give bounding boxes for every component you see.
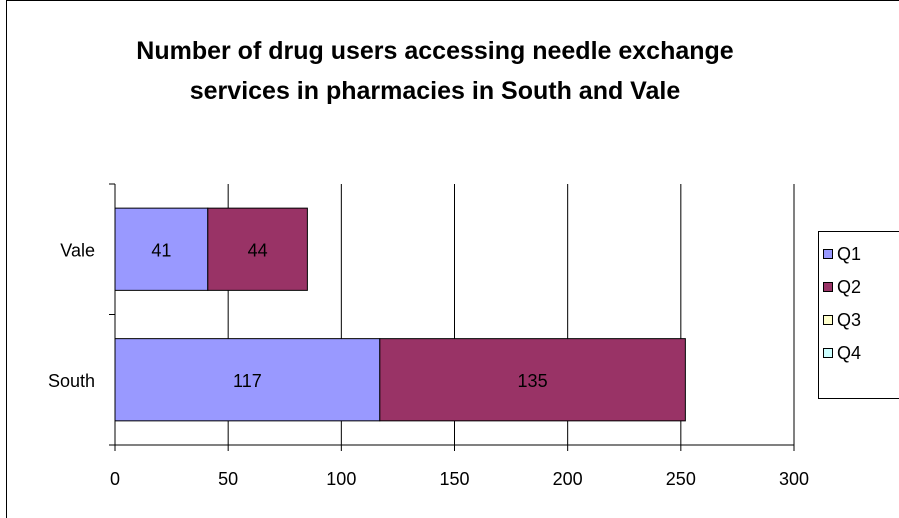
x-tick-label: 100 bbox=[326, 469, 356, 489]
legend: Q1 Q2 Q3 Q4 bbox=[818, 231, 899, 399]
legend-item-q4: Q4 bbox=[819, 341, 861, 365]
legend-item-q1: Q1 bbox=[819, 242, 861, 266]
legend-swatch bbox=[823, 315, 833, 325]
data-label-vale-q1: 41 bbox=[151, 240, 171, 260]
bar-south-q1 bbox=[114, 338, 381, 422]
legend-label: Q1 bbox=[837, 243, 862, 264]
chart-frame bbox=[6, 0, 899, 518]
x-tick-label: 250 bbox=[666, 469, 696, 489]
category-label-south: South bbox=[48, 371, 95, 391]
x-tick-label: 300 bbox=[779, 469, 809, 489]
data-label-south-q2: 135 bbox=[518, 371, 548, 391]
x-tick-label: 200 bbox=[553, 469, 583, 489]
bar-south-q2 bbox=[379, 338, 686, 422]
bar-vale-q2 bbox=[207, 207, 308, 291]
legend-label: Q2 bbox=[837, 276, 862, 297]
data-label-vale-q2: 44 bbox=[248, 240, 268, 260]
legend-swatch bbox=[823, 348, 833, 358]
legend-label: Q4 bbox=[837, 342, 862, 363]
x-tick-label: 50 bbox=[218, 469, 238, 489]
legend-swatch bbox=[823, 249, 833, 259]
category-label-vale: Vale bbox=[60, 240, 95, 260]
x-tick-label: 150 bbox=[439, 469, 469, 489]
chart-title: Number of drug users accessing needle ex… bbox=[136, 37, 734, 105]
data-label-south-q1: 117 bbox=[233, 371, 262, 391]
x-tick-label: 0 bbox=[110, 469, 120, 489]
legend-label: Q3 bbox=[837, 309, 862, 330]
legend-item-q2: Q2 bbox=[819, 275, 861, 299]
legend-swatch bbox=[823, 282, 833, 292]
legend-item-q3: Q3 bbox=[819, 308, 861, 332]
